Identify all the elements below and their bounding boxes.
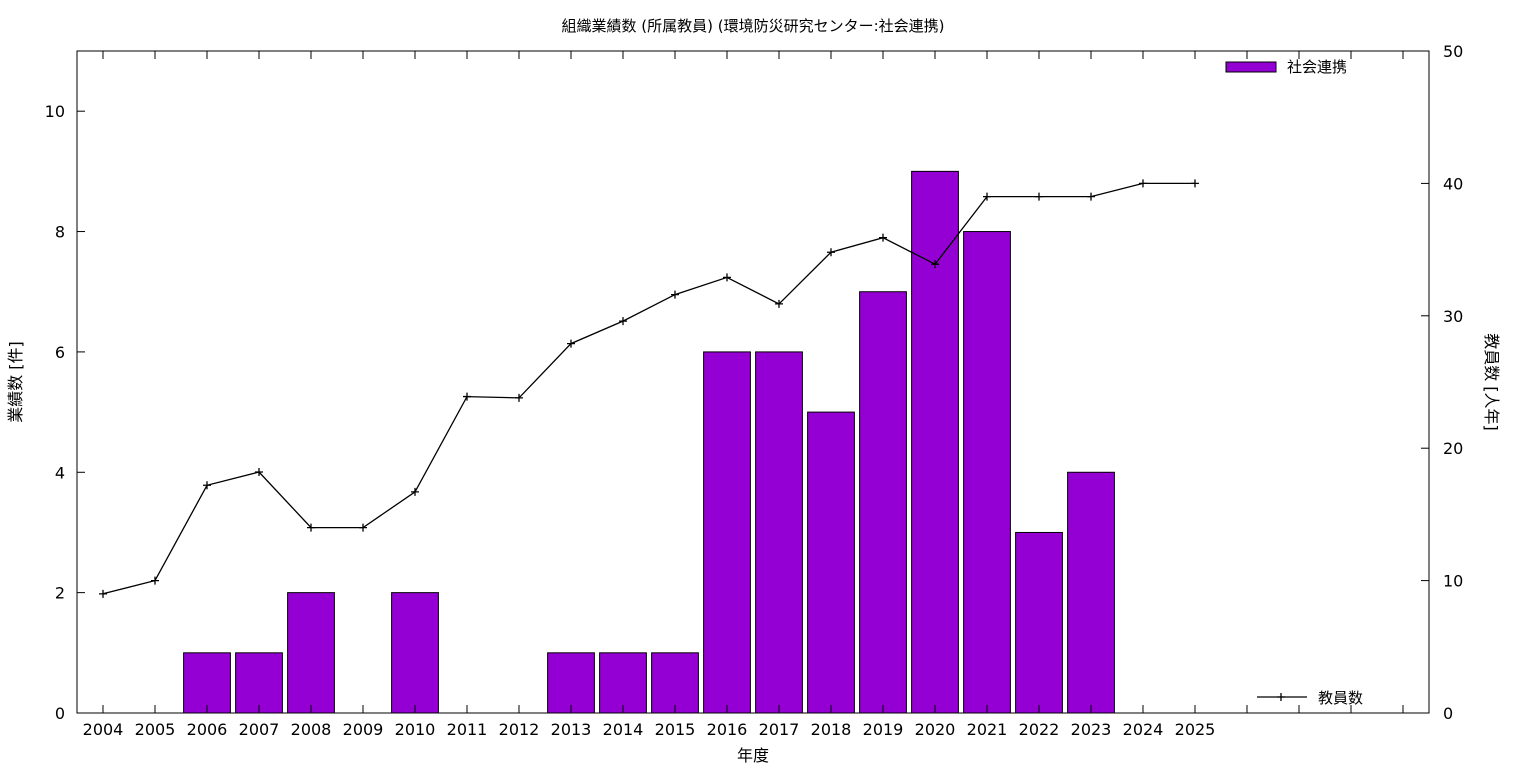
y-tick-label: 2 (55, 584, 65, 603)
y2-tick-label: 50 (1443, 42, 1463, 61)
y-axis-right: 0 10 20 30 40 50 (1421, 42, 1463, 723)
bar-2018 (807, 411, 855, 714)
y2-tick-label: 30 (1443, 307, 1463, 326)
line-path (102, 182, 1195, 595)
x-tick-label: 2006 (187, 720, 228, 739)
line-point-2009 (359, 523, 367, 532)
line-point-2017 (775, 299, 783, 308)
bar-series (183, 170, 1115, 714)
x-tick-label: 2008 (291, 720, 332, 739)
x-tick-label: 2025 (1175, 720, 1216, 739)
line-point-2008 (307, 523, 315, 532)
line-point-2025 (1191, 179, 1199, 188)
line-series (99, 179, 1199, 598)
x-tick-label: 2012 (499, 720, 540, 739)
line-point-2011 (463, 392, 471, 401)
legend-line: 教員数 (1257, 689, 1363, 707)
line-point-2006 (203, 481, 211, 490)
x-tick-label: 2018 (811, 720, 852, 739)
line-point-2023 (1087, 192, 1095, 201)
line-point-2014 (619, 317, 627, 326)
x-tick-label: 2016 (707, 720, 748, 739)
legend-bar-swatch (1225, 61, 1277, 73)
y-tick-label: 6 (55, 343, 65, 362)
line-point-2024 (1139, 179, 1147, 188)
y-axis-title: 業績数 [件] (6, 341, 25, 423)
line-point-2018 (827, 248, 835, 257)
bar-2017 (755, 351, 803, 714)
x-tick-label: 2015 (655, 720, 696, 739)
x-tick-label: 2007 (239, 720, 280, 739)
bar-2006 (183, 652, 231, 714)
legend-bar-label: 社会連携 (1287, 58, 1347, 76)
bar-2020 (911, 170, 959, 714)
bar-2013 (547, 652, 595, 714)
line-point-2013 (567, 339, 575, 348)
y2-axis-title: 教員数 [人年] (1482, 333, 1501, 431)
y-tick-label: 4 (55, 463, 65, 482)
x-tick-label: 2017 (759, 720, 800, 739)
bar-2014 (599, 652, 647, 714)
y-tick-label: 10 (45, 102, 65, 121)
bar-2023 (1067, 471, 1115, 714)
x-tick-label: 2024 (1123, 720, 1164, 739)
x-axis-title: 年度 (737, 746, 769, 765)
bar-2007 (235, 652, 283, 714)
line-point-2019 (879, 233, 887, 242)
x-tick-label: 2022 (1019, 720, 1060, 739)
line-point-2005 (151, 576, 159, 585)
legend-line-label: 教員数 (1318, 689, 1363, 707)
line-point-2021 (983, 192, 991, 201)
bar-2022 (1015, 531, 1063, 714)
x-tick-label: 2004 (83, 720, 124, 739)
line-point-2012 (515, 393, 523, 402)
line-point-2022 (1035, 192, 1043, 201)
x-tick-label: 2020 (915, 720, 956, 739)
y2-tick-label: 20 (1443, 439, 1463, 458)
line-point-2004 (99, 589, 107, 598)
x-tick-label: 2011 (447, 720, 488, 739)
y-tick-label: 0 (55, 704, 65, 723)
bar-2016 (703, 351, 751, 714)
legend-line-marker (1277, 693, 1285, 701)
line-point-2015 (671, 290, 679, 299)
y-tick-label: 8 (55, 223, 65, 242)
line-point-2020 (931, 260, 939, 269)
y2-tick-label: 0 (1443, 704, 1453, 723)
bar-2010 (391, 592, 439, 714)
x-tick-label: 2009 (343, 720, 384, 739)
x-tick-label: 2013 (551, 720, 592, 739)
bar-2019 (859, 291, 907, 714)
chart-title: 組織業績数 (所属教員) (環境防災研究センター:社会連携) (561, 17, 944, 35)
x-axis: 2004 2005 2006 2007 2008 2009 2010 2011 2012 2013… (83, 51, 1404, 739)
plot-frame (76, 50, 1430, 714)
y-axis-left: 0 2 4 6 8 10 (45, 102, 85, 723)
legend-bar: 社会連携 (1225, 58, 1347, 76)
y2-tick-label: 10 (1443, 572, 1463, 591)
x-tick-label: 2014 (603, 720, 644, 739)
bar-2015 (651, 652, 699, 714)
bar-2021 (963, 231, 1011, 714)
x-tick-label: 2010 (395, 720, 436, 739)
line-point-2010 (411, 487, 419, 496)
line-point-2007 (255, 468, 263, 477)
x-tick-label: 2019 (863, 720, 904, 739)
x-tick-label: 2023 (1071, 720, 1112, 739)
line-point-2016 (723, 273, 731, 282)
x-tick-label: 2005 (135, 720, 176, 739)
bar-2008 (287, 592, 335, 714)
x-tick-label: 2021 (967, 720, 1008, 739)
y2-tick-label: 40 (1443, 174, 1463, 193)
